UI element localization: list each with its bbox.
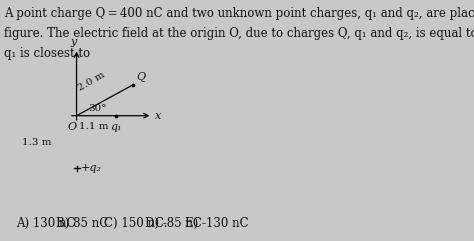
Text: O: O <box>67 122 77 132</box>
Text: figure. The electric field at the origin O, due to charges Q, q₁ and q₂, is equa: figure. The electric field at the origin… <box>4 27 474 40</box>
Text: 1.3 m: 1.3 m <box>22 138 51 147</box>
Text: 1.1 m: 1.1 m <box>80 122 109 131</box>
Text: y: y <box>70 37 77 47</box>
Text: +q₂: +q₂ <box>80 163 101 174</box>
Text: 2.0 m: 2.0 m <box>76 70 106 93</box>
Text: 30°: 30° <box>88 104 107 113</box>
Text: E) -130 nC: E) -130 nC <box>185 216 249 229</box>
Text: B) 85 nC: B) 85 nC <box>56 216 109 229</box>
Text: A point charge Q = 400 nC and two unknown point charges, q₁ and q₂, are placed a: A point charge Q = 400 nC and two unknow… <box>4 7 474 20</box>
Text: Q: Q <box>137 72 146 82</box>
Text: x: x <box>155 111 161 121</box>
Text: C) 150 nC.: C) 150 nC. <box>104 216 168 229</box>
Text: q₁: q₁ <box>110 122 121 132</box>
Text: A) 130 nC: A) 130 nC <box>16 216 75 229</box>
Text: D) -85 nC: D) -85 nC <box>145 216 201 229</box>
Text: q₁ is closest to: q₁ is closest to <box>4 47 91 60</box>
